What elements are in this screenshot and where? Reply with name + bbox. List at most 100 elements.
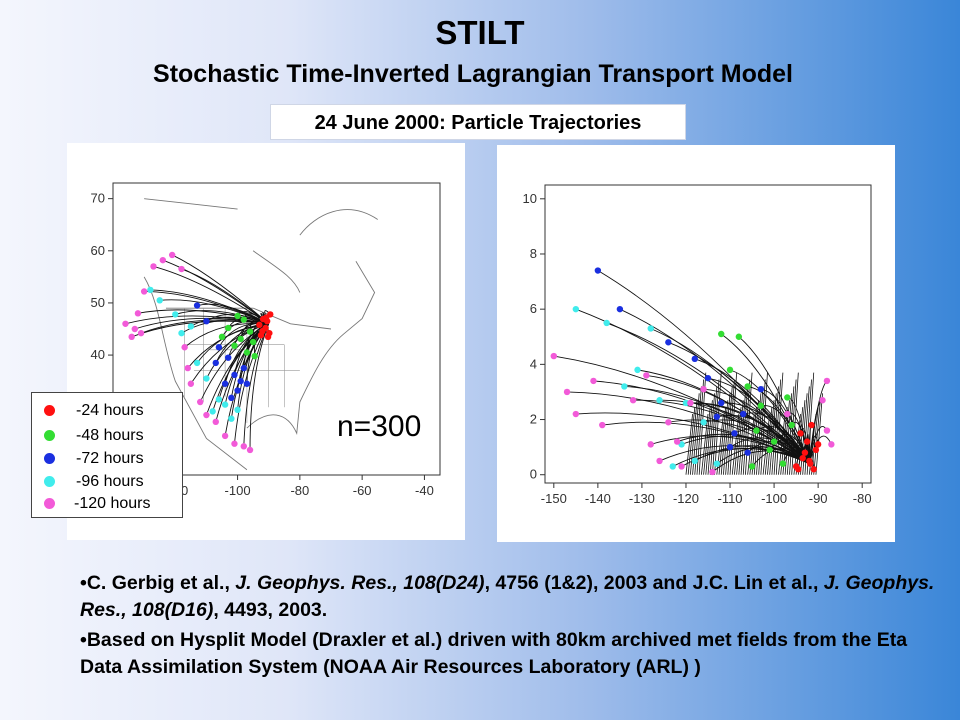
trajectory-point [691,355,698,363]
trajectory-point [193,302,201,309]
trajectory-point [221,432,229,440]
trajectory-point [713,460,721,467]
trajectory-point [629,397,637,404]
trajectory-point [240,364,247,372]
legend-item: -120 hours [32,494,182,516]
trajectory-point [784,410,791,418]
trajectory-point [799,454,806,462]
trajectory-line [758,379,766,475]
map-coastline [143,198,378,471]
trajectory-point [669,463,676,470]
trajectory-line [718,407,727,475]
trajectory-point [599,421,606,429]
trajectory-line [171,254,270,325]
trajectory-line [712,379,720,475]
trajectory-line [712,450,810,473]
trajectory-line [131,320,269,338]
trajectory-point [812,446,820,454]
trajectory-point [572,410,580,418]
trajectory-line [775,372,784,475]
trajectory-point [228,394,235,402]
y-tick-label: 0 [530,467,537,482]
trajectory-point [616,305,624,313]
trajectory-point [682,399,690,407]
trajectory-point [172,311,179,318]
trajectory-line [729,372,738,475]
trajectory-line [786,386,795,475]
trajectory-point [181,344,188,351]
trajectory-line [813,400,821,475]
legend-label: -120 hours [74,495,151,512]
trajectory-line [725,386,733,475]
trajectory-line [784,393,793,475]
trajectory-line [734,407,742,475]
legend-marker [44,430,55,441]
trajectory-line [249,323,270,450]
date-caption: 24 June 2000: Particle Trajectories [270,104,686,140]
x-tick-label: -90 [809,491,828,506]
x-tick-label: -60 [353,483,372,498]
trajectory-line [797,400,806,475]
trajectory-point [726,443,734,451]
y-tick-label: 8 [530,246,537,261]
y-tick-label: 2 [530,412,537,427]
trajectory-line [714,372,722,475]
trajectory-line [747,413,755,475]
trajectory-point [184,364,191,372]
trajectory-point [240,443,247,450]
trajectory-line [243,323,270,447]
trajectory-line [181,268,269,325]
trajectory-point [647,441,654,448]
trajectory-point [197,398,204,406]
trajectory-point [823,377,831,385]
trajectory-point [656,457,663,465]
trajectory-point [808,421,815,429]
trajectory-point [757,402,765,409]
x-tick-label: -100 [761,491,787,506]
legend-label: -72 hours [76,450,144,467]
trajectory-point [256,321,263,329]
trajectory-point [246,328,254,335]
trajectory-point [246,446,254,454]
trajectory-line [619,308,810,464]
trajectory-point [225,354,232,361]
trajectory-point [249,338,257,346]
trajectory-point [572,305,580,313]
trajectory-point [718,399,725,407]
trajectory-line [709,386,718,475]
trajectory-point [563,388,571,396]
trajectory-point [744,383,751,390]
trajectory-point [766,446,773,454]
trajectory-point [647,325,654,332]
trajectory-line [144,291,269,325]
trajectory-point [231,371,238,379]
slide-title: STILT [435,14,525,51]
trajectory-point [748,463,756,470]
trajectory-point [819,397,826,404]
trajectory-point [590,377,597,385]
trajectory-point [643,372,650,379]
y-tick-label: 70 [91,191,105,206]
trajectory-point [770,438,778,445]
trajectory-line [696,379,704,475]
trajectory-point [215,344,223,351]
trajectory-line [700,413,709,475]
trajectory-point [810,466,817,473]
y-tick-label: 60 [91,243,105,258]
x-tick-label: -130 [629,491,655,506]
trajectory-point [187,323,195,330]
trajectory-line [769,393,777,475]
trajectory-line [720,400,729,475]
trajectory-point [193,359,201,367]
trajectory-point [225,324,232,332]
trajectory-point [251,352,258,360]
trajectory-point [218,333,226,341]
trajectory-point [735,333,743,340]
trajectory-line [760,372,768,475]
trajectory-line [175,310,269,325]
trajectory-point [665,339,672,346]
citation-authors: C. Gerbig et al., [86,572,236,594]
trajectory-point [140,288,148,295]
y-tick-label: 10 [523,191,537,206]
trajectory-line [707,393,716,475]
